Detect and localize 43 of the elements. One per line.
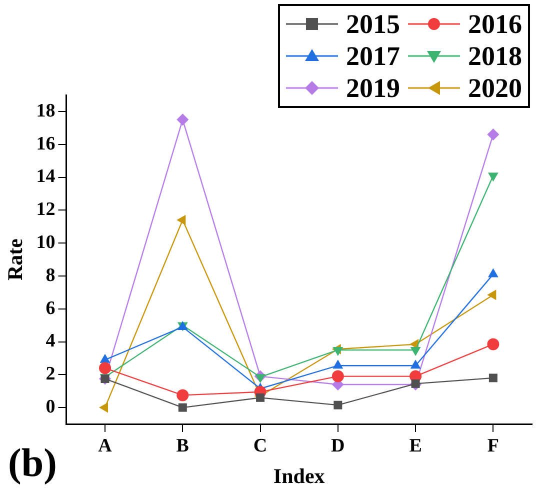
- x-tick-label: A: [98, 435, 112, 456]
- point: [334, 400, 342, 410]
- point: [487, 128, 500, 140]
- y-axis-title: Rate: [3, 238, 28, 280]
- point: [176, 214, 186, 226]
- point: [332, 370, 344, 382]
- point: [176, 114, 189, 126]
- point: [488, 374, 498, 382]
- point: [332, 360, 344, 369]
- y-tick-label: 10: [36, 232, 56, 253]
- x-axis-title: Index: [273, 464, 326, 488]
- y-tick-label: 2: [46, 364, 56, 385]
- legend-label: 2020: [468, 72, 522, 104]
- point: [332, 346, 344, 356]
- text: (b): [8, 439, 57, 486]
- y-tick-label: 16: [36, 133, 56, 154]
- x-tick-label: E: [409, 435, 422, 456]
- point: [178, 403, 187, 412]
- x-tick-label: F: [487, 435, 499, 456]
- y-tick-label: 18: [36, 100, 56, 122]
- point: [176, 389, 189, 402]
- y-tick-label: 4: [46, 330, 56, 352]
- legend-label: 2017: [346, 40, 400, 72]
- point: [410, 360, 421, 369]
- x-tick-label: D: [331, 435, 345, 456]
- y-tick-label: 6: [46, 298, 56, 319]
- y-tick-label: 14: [36, 166, 56, 188]
- point: [410, 346, 421, 356]
- point: [256, 393, 265, 402]
- point: [99, 402, 108, 413]
- y-tick-label: 0: [46, 396, 56, 418]
- legend-label: 2019: [346, 72, 400, 104]
- legend-label: 2016: [468, 8, 522, 40]
- point: [487, 290, 496, 300]
- legend-label: 2018: [468, 40, 522, 72]
- x-tick-label: B: [176, 435, 190, 456]
- point: [99, 362, 112, 374]
- point: [487, 338, 500, 350]
- point: [411, 379, 420, 388]
- y-tick-label: 12: [36, 199, 56, 220]
- y-tick-label: 8: [46, 264, 56, 286]
- x-tick-label: C: [253, 435, 268, 456]
- legend-label: 2015: [346, 8, 400, 40]
